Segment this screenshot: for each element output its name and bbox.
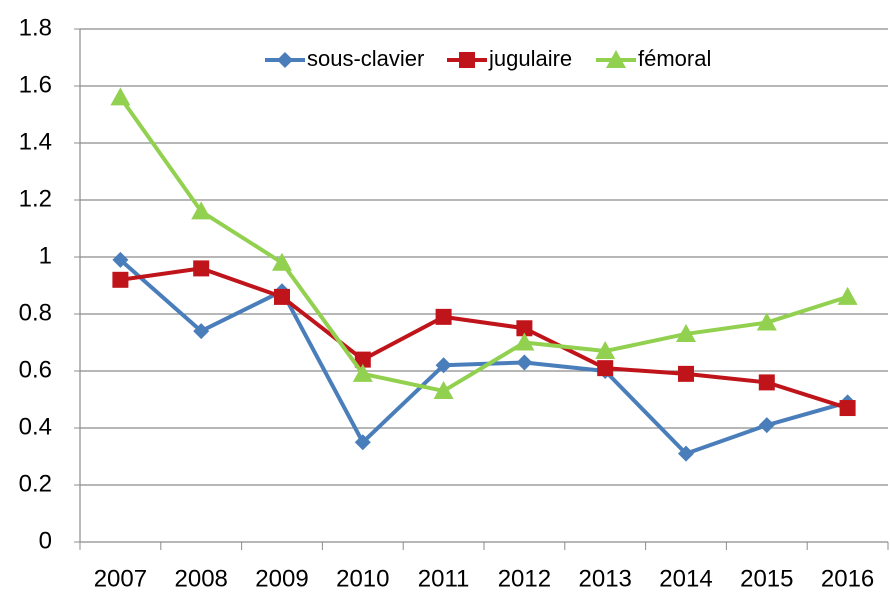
point xyxy=(193,260,210,277)
point xyxy=(112,271,129,288)
x-tick-label: 2012 xyxy=(498,565,551,592)
point xyxy=(112,251,129,268)
point xyxy=(516,320,533,337)
legend-marker xyxy=(459,52,475,68)
y-tick-label: 0.2 xyxy=(19,470,52,497)
y-tick-label: 0 xyxy=(39,527,52,554)
point xyxy=(676,323,696,342)
point xyxy=(758,417,775,434)
y-tick-label: 0.8 xyxy=(19,299,52,326)
point xyxy=(837,286,858,305)
x-tick-label: 2015 xyxy=(740,565,793,592)
legend-label: fémoral xyxy=(638,46,711,71)
x-tick-label: 2010 xyxy=(336,565,389,592)
legend-label: sous-clavier xyxy=(307,46,424,71)
x-tick-label: 2007 xyxy=(94,565,147,592)
series-line xyxy=(120,266,849,410)
y-tick-label: 0.6 xyxy=(19,356,52,383)
x-tick-label: 2013 xyxy=(579,565,632,592)
point xyxy=(354,351,371,368)
x-tick-label: 2009 xyxy=(255,565,308,592)
legend-label: jugulaire xyxy=(488,46,572,71)
legend-marker xyxy=(606,50,626,68)
point xyxy=(191,201,212,220)
point xyxy=(110,87,131,106)
series-line xyxy=(118,96,849,393)
point xyxy=(435,308,452,325)
point xyxy=(756,312,777,331)
point xyxy=(839,400,856,417)
y-tick-label: 1.2 xyxy=(19,185,52,212)
y-tick-label: 0.4 xyxy=(19,413,52,440)
series-line xyxy=(119,258,849,456)
point xyxy=(595,341,616,360)
point xyxy=(678,365,694,382)
point xyxy=(758,374,775,391)
y-tick-label: 1 xyxy=(39,242,52,269)
point xyxy=(193,323,210,340)
x-tick-label: 2008 xyxy=(175,565,228,592)
point xyxy=(354,434,371,451)
x-tick-label: 2016 xyxy=(821,565,874,592)
point xyxy=(435,357,452,374)
point xyxy=(433,380,454,399)
point xyxy=(272,252,292,271)
y-tick-label: 1.8 xyxy=(19,14,52,41)
point xyxy=(274,288,290,305)
point xyxy=(352,363,373,382)
point xyxy=(514,332,535,351)
x-tick-label: 2011 xyxy=(418,565,470,592)
y-tick-label: 1.6 xyxy=(19,71,52,98)
point xyxy=(516,354,533,371)
y-tick-label: 1.4 xyxy=(19,128,52,155)
x-tick-label: 2014 xyxy=(659,565,712,592)
point xyxy=(678,445,694,462)
legend-marker xyxy=(277,52,293,68)
point xyxy=(597,360,614,377)
